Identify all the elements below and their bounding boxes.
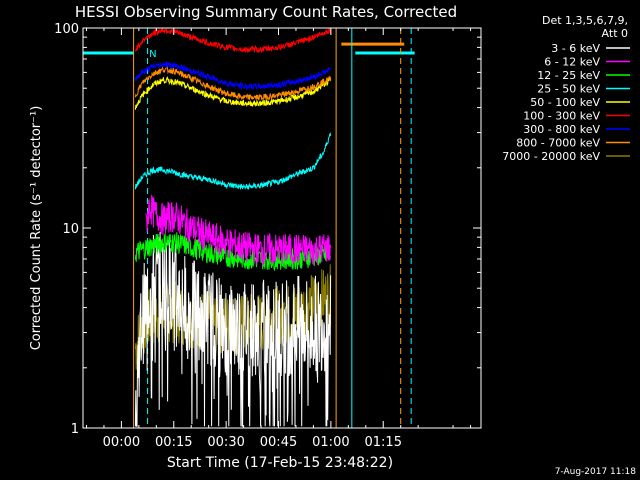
legend-label-7: 800 - 7000 keV — [516, 137, 600, 150]
y-tick-label-1: 10 — [62, 222, 79, 237]
x-tick-label-1: 00:15 — [155, 435, 192, 450]
x-axis-label: Start Time (17-Feb-15 23:48:22) — [167, 455, 393, 471]
plot-frame — [82, 27, 482, 429]
annotation-0: N — [149, 49, 156, 60]
legend-header-1: Att 0 — [602, 27, 628, 40]
legend-label-1: 6 - 12 keV — [544, 56, 600, 69]
legend-label-2: 12 - 25 keV — [537, 69, 600, 82]
legend-header-0: Det 1,3,5,6,7,9, — [542, 14, 628, 27]
x-axis: 00:00 00:15 00:30 00:45 01:00 01:15 — [85, 28, 472, 450]
y-axis: 1 10 100 — [54, 22, 481, 437]
series-line-5 — [134, 28, 332, 53]
footer-date: 7-Aug-2017 11:18 — [555, 467, 637, 477]
legend-label-4: 50 - 100 keV — [530, 96, 600, 109]
series-line-3 — [134, 132, 332, 190]
x-tick-label-4: 01:00 — [312, 435, 349, 450]
y-axis-label: Corrected Count Rate (s⁻¹ detector⁻¹) — [29, 106, 44, 351]
legend-label-3: 25 - 50 keV — [537, 83, 600, 96]
chart-title: HESSI Observing Summary Count Rates, Cor… — [75, 3, 457, 21]
plot-area: N — [83, 28, 415, 428]
y-tick-label-2: 100 — [54, 22, 79, 37]
legend-label-5: 100 - 300 keV — [523, 110, 600, 123]
series-line-4 — [134, 75, 332, 110]
x-tick-label-0: 00:00 — [103, 435, 140, 450]
x-tick-label-3: 00:45 — [260, 435, 297, 450]
series-line-1 — [145, 194, 332, 266]
x-tick-label-2: 00:30 — [207, 435, 244, 450]
legend-label-0: 3 - 6 keV — [551, 42, 600, 55]
legend-label-6: 300 - 800 keV — [523, 123, 600, 136]
series-line-6 — [134, 61, 332, 91]
y-tick-label-0: 1 — [71, 422, 79, 437]
legend-label-8: 7000 - 20000 keV — [502, 150, 600, 163]
x-tick-label-5: 01:15 — [365, 435, 402, 450]
series-line-0 — [134, 231, 332, 427]
series-line-7 — [134, 65, 332, 101]
